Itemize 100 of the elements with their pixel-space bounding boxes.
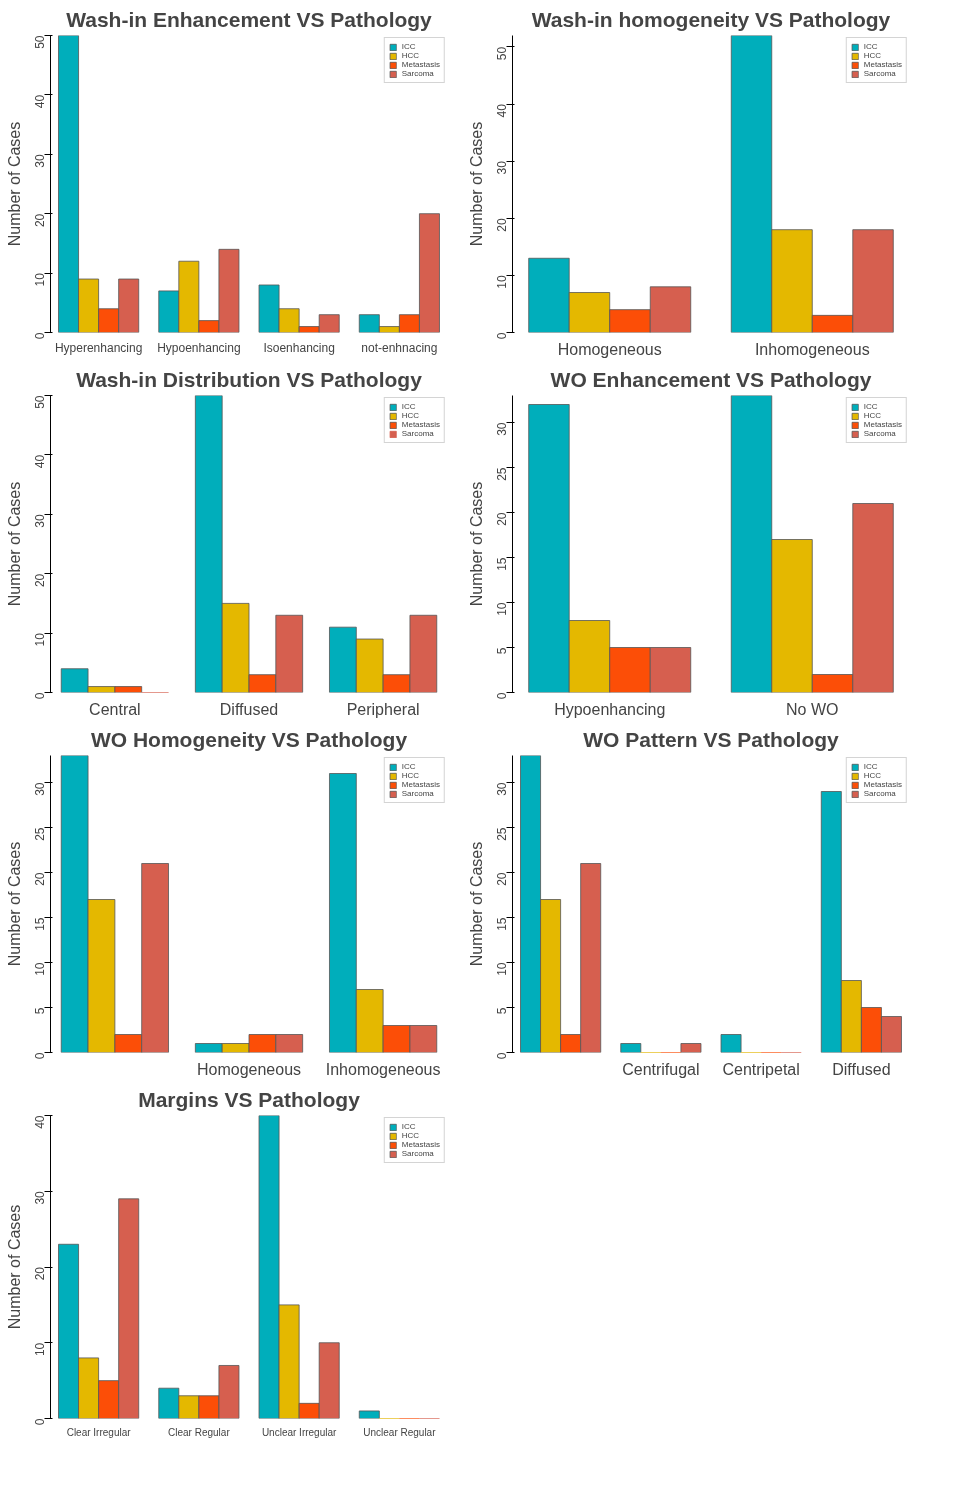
y-tick-label: 15 (33, 917, 47, 931)
y-axis-title: Number of Cases (5, 841, 23, 967)
chart-title: Wash-in Distribution VS Pathology (76, 367, 423, 391)
y-tick-label: 25 (33, 827, 47, 841)
legend-label: Sarcoma (863, 429, 896, 438)
legend-label: HCC (863, 771, 883, 780)
y-tick-label: 20 (33, 573, 47, 588)
legend-label: HCC (863, 411, 883, 420)
x-tick-label: Clear Irregular (66, 1426, 132, 1438)
x-tick-label: Isoenhancing (263, 340, 335, 355)
y-tick-label: 5 (495, 1007, 509, 1015)
y-tick-label: 50 (33, 35, 47, 49)
y-tick-label: 50 (33, 395, 47, 409)
legend-label: HCC (863, 51, 883, 60)
legend-label: Sarcoma (863, 69, 896, 78)
legend-label: HCC (401, 51, 421, 60)
y-tick-label: 30 (33, 782, 47, 796)
y-axis-title: Number of Cases (5, 121, 23, 247)
y-tick-label: 10 (33, 962, 47, 976)
y-tick-label: 10 (495, 962, 509, 976)
y-axis-title: Number of Cases (5, 481, 23, 607)
y-tick-label: 0 (33, 332, 47, 340)
legend-label: HCC (401, 771, 421, 780)
y-tick-label: 0 (495, 692, 509, 700)
legend-label: Sarcoma (401, 789, 434, 798)
legend-label: HCC (401, 411, 421, 420)
y-tick-label: 30 (495, 782, 509, 796)
y-tick-label: 30 (33, 513, 47, 528)
x-tick-label: Clear Regular (168, 1426, 231, 1438)
x-tick-label: No WO (786, 700, 839, 718)
y-tick-label: 40 (33, 94, 47, 109)
legend-label: Metastasis (401, 780, 440, 789)
x-tick-label: Inhomogeneous (325, 1060, 441, 1078)
legend-label: Sarcoma (401, 429, 434, 438)
x-tick-label: Unclear Irregular (261, 1426, 338, 1438)
legend-label: Sarcoma (401, 1149, 434, 1158)
y-tick-label: 10 (33, 1342, 47, 1357)
legend-label: ICC (863, 42, 879, 51)
y-tick-label: 30 (33, 1190, 47, 1205)
y-tick-label: 10 (495, 275, 509, 289)
y-tick-label: 0 (495, 1052, 509, 1060)
x-tick-label: Central (89, 700, 141, 718)
y-tick-label: 30 (495, 422, 509, 436)
legend-label: ICC (401, 42, 417, 51)
legend-label: Metastasis (863, 780, 902, 789)
legend-label: ICC (863, 762, 879, 771)
y-axis-title: Number of Cases (467, 481, 485, 607)
y-tick-label: 10 (33, 632, 47, 647)
x-tick-label: Hypoenhancing (157, 340, 241, 355)
y-tick-label: 20 (33, 213, 47, 228)
chart-title: WO Enhancement VS Pathology (550, 367, 872, 391)
legend-label: Metastasis (401, 1140, 440, 1149)
legend-label: Metastasis (401, 420, 440, 429)
x-tick-label: Homogeneous (196, 1060, 302, 1078)
y-tick-label: 20 (33, 872, 47, 886)
y-axis-title: Number of Cases (467, 841, 485, 967)
y-tick-label: 0 (33, 1052, 47, 1060)
legend-label: Metastasis (863, 420, 902, 429)
y-tick-label: 10 (495, 602, 509, 616)
y-tick-label: 5 (33, 1007, 47, 1015)
x-tick-label: Centrifugal (622, 1060, 700, 1078)
y-axis-title: Number of Cases (5, 1204, 23, 1330)
x-tick-label: not-enhnacing (361, 340, 438, 355)
chart-title: Wash-in homogeneity VS Pathology (531, 7, 891, 31)
legend-label: ICC (401, 1122, 417, 1131)
x-tick-label: Centripetal (722, 1060, 800, 1078)
y-tick-label: 15 (495, 917, 509, 931)
x-tick-label: Diffused (219, 700, 279, 718)
y-tick-label: 40 (33, 454, 47, 469)
y-tick-label: 0 (495, 332, 509, 340)
y-tick-label: 10 (33, 272, 47, 287)
x-tick-label: Unclear Regular (363, 1426, 437, 1438)
y-tick-label: 20 (495, 872, 509, 886)
legend-label: ICC (401, 762, 417, 771)
x-tick-label: Hyperenhancing (54, 340, 143, 355)
y-tick-label: 0 (33, 692, 47, 700)
x-tick-label: Homogeneous (557, 340, 662, 358)
y-tick-label: 25 (495, 827, 509, 841)
y-tick-label: 20 (33, 1266, 47, 1281)
legend-label: Sarcoma (863, 789, 896, 798)
y-tick-label: 50 (495, 46, 509, 61)
x-tick-label: Inhomogeneous (754, 340, 870, 358)
legend-label: ICC (401, 402, 417, 411)
y-axis-title: Number of Cases (467, 121, 485, 247)
y-tick-label: 0 (33, 1418, 47, 1426)
y-tick-label: 30 (33, 153, 47, 168)
y-tick-label: 20 (495, 512, 509, 526)
chart-title: Wash-in Enhancement VS Pathology (66, 7, 433, 31)
chart-title: WO Pattern VS Pathology (583, 727, 840, 751)
legend-label: Sarcoma (401, 69, 434, 78)
x-tick-label: Diffused (832, 1060, 891, 1078)
legend-label: ICC (863, 402, 879, 411)
y-tick-label: 25 (495, 467, 509, 481)
y-tick-label: 30 (495, 160, 509, 175)
chart-title: Margins VS Pathology (138, 1087, 361, 1111)
y-tick-label: 15 (495, 557, 509, 571)
chart-title: WO Homogeneity VS Pathology (90, 727, 408, 751)
x-tick-label: Peripheral (346, 700, 420, 718)
legend-label: Metastasis (863, 60, 902, 69)
legend-label: Metastasis (401, 60, 440, 69)
